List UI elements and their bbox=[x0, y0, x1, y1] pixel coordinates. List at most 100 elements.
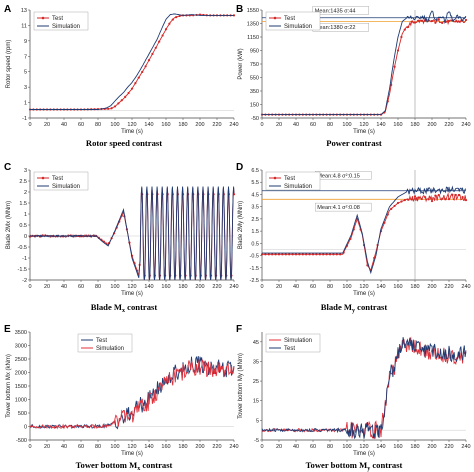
data-point bbox=[164, 28, 168, 31]
data-point bbox=[335, 253, 338, 256]
data-point bbox=[305, 253, 308, 256]
y-tick-label: 9 bbox=[24, 39, 27, 45]
x-tick-label: 40 bbox=[61, 444, 67, 450]
x-tick-label: 100 bbox=[342, 444, 351, 450]
y-tick-label: 0 bbox=[24, 425, 27, 431]
x-tick-label: 140 bbox=[144, 444, 153, 450]
y-tick-label: 0 bbox=[24, 234, 27, 240]
caption-tail: contrast bbox=[370, 460, 402, 470]
x-tick-label: 140 bbox=[144, 284, 153, 290]
annotation-text: Mean:1380 σ:22 bbox=[315, 25, 356, 31]
legend-label: Test bbox=[284, 16, 295, 22]
legend-label: Simulation bbox=[52, 24, 80, 30]
data-point bbox=[311, 253, 315, 256]
x-tick-label: 20 bbox=[276, 444, 282, 450]
data-point bbox=[332, 253, 335, 256]
y-axis-label: Tower bottom My (MNm) bbox=[238, 353, 244, 419]
data-point bbox=[284, 253, 287, 256]
caption-main: Blade M bbox=[91, 302, 122, 312]
annotation-box bbox=[315, 202, 372, 212]
y-tick-label: 0.5 bbox=[19, 223, 27, 229]
data-point bbox=[130, 87, 134, 90]
legend-marker bbox=[273, 176, 277, 180]
y-tick-label: 750 bbox=[250, 62, 259, 68]
legend-label: Simulation bbox=[52, 184, 80, 190]
y-tick-label: 3.5 bbox=[251, 205, 259, 211]
data-point bbox=[454, 20, 457, 23]
x-tick-label: 80 bbox=[95, 122, 101, 128]
x-tick-label: 180 bbox=[178, 284, 187, 290]
x-tick-label: 200 bbox=[195, 122, 204, 128]
legend-marker bbox=[273, 16, 277, 20]
y-tick-label: 1550 bbox=[247, 8, 259, 14]
data-point bbox=[434, 194, 437, 197]
x-tick-label: 40 bbox=[61, 284, 67, 290]
y-tick-label: 2 bbox=[24, 190, 27, 196]
data-point bbox=[420, 19, 423, 22]
annotation-text: Mean:4.8 σ²:0.15 bbox=[317, 173, 360, 179]
y-tick-label: 1 bbox=[24, 101, 27, 107]
x-tick-label: 80 bbox=[95, 284, 101, 290]
x-tick-label: 80 bbox=[95, 444, 101, 450]
data-point bbox=[291, 253, 294, 256]
data-point bbox=[417, 19, 420, 22]
data-point bbox=[168, 22, 171, 25]
data-point bbox=[110, 107, 113, 110]
data-point bbox=[400, 35, 403, 39]
x-tick-label: 220 bbox=[212, 284, 221, 290]
series-line-test bbox=[262, 18, 467, 116]
y-tick-label: -2 bbox=[22, 278, 27, 284]
x-tick-label: 40 bbox=[61, 122, 67, 128]
x-tick-label: 200 bbox=[195, 284, 204, 290]
legend-label: Simulation bbox=[284, 184, 312, 190]
y-tick-label: 150 bbox=[250, 103, 259, 109]
legend-label: Simulation bbox=[284, 24, 312, 30]
x-tick-label: 20 bbox=[44, 284, 50, 290]
x-tick-label: 60 bbox=[310, 122, 316, 128]
caption-subscript: x bbox=[137, 466, 140, 472]
y-tick-label: 2.5 bbox=[19, 179, 27, 185]
x-tick-label: 180 bbox=[178, 444, 187, 450]
panel-letter: B bbox=[236, 4, 243, 15]
x-tick-label: 140 bbox=[376, 444, 385, 450]
data-point bbox=[141, 70, 144, 74]
x-tick-label: 60 bbox=[78, 122, 84, 128]
data-point bbox=[458, 20, 461, 23]
caption-tail: contrast bbox=[355, 302, 387, 312]
data-point bbox=[464, 199, 468, 202]
x-tick-label: 120 bbox=[359, 444, 368, 450]
data-point bbox=[437, 18, 440, 21]
y-tick-label: 1150 bbox=[247, 35, 259, 41]
data-point bbox=[158, 40, 161, 43]
panel-A: A0 20 40 60 80 100 120 140 160 180 200 220 240-11357… bbox=[4, 4, 239, 148]
caption-main: Tower bottom M bbox=[306, 460, 368, 470]
legend-marker bbox=[41, 176, 45, 180]
data-point bbox=[120, 99, 123, 102]
y-tick-label: 7 bbox=[24, 54, 27, 60]
x-tick-label: 240 bbox=[229, 122, 238, 128]
x-axis-label: Time (s) bbox=[121, 291, 143, 297]
data-point bbox=[451, 193, 454, 196]
y-tick-label: 15 bbox=[253, 399, 259, 405]
data-point bbox=[407, 25, 410, 28]
panel-B: B 0 20 40 60 80 100 120 140 160 180 200 220 240 -50 150… bbox=[236, 4, 471, 148]
data-point bbox=[137, 76, 140, 79]
x-tick-label: 140 bbox=[376, 122, 385, 128]
caption-main: Power contrast bbox=[326, 138, 382, 148]
x-tick-label: 100 bbox=[342, 122, 351, 128]
legend-marker bbox=[41, 16, 45, 20]
data-point bbox=[134, 82, 137, 85]
caption-main: Tower bottom M bbox=[76, 460, 138, 470]
data-point bbox=[393, 65, 396, 68]
y-tick-label: -1.5 bbox=[250, 266, 259, 272]
annotation-box bbox=[312, 6, 369, 15]
x-tick-label: 220 bbox=[444, 444, 453, 450]
data-point bbox=[151, 52, 154, 56]
annotation-text: Mean:4.1 σ²:0.08 bbox=[317, 205, 360, 211]
legend-label: Test bbox=[52, 176, 63, 182]
x-tick-label: 0 bbox=[28, 122, 31, 128]
y-tick-label: 6.5 bbox=[251, 168, 259, 174]
caption-subscript: x bbox=[122, 308, 125, 314]
x-tick-label: 140 bbox=[376, 284, 385, 290]
y-axis-label: Power (kW) bbox=[238, 48, 244, 79]
